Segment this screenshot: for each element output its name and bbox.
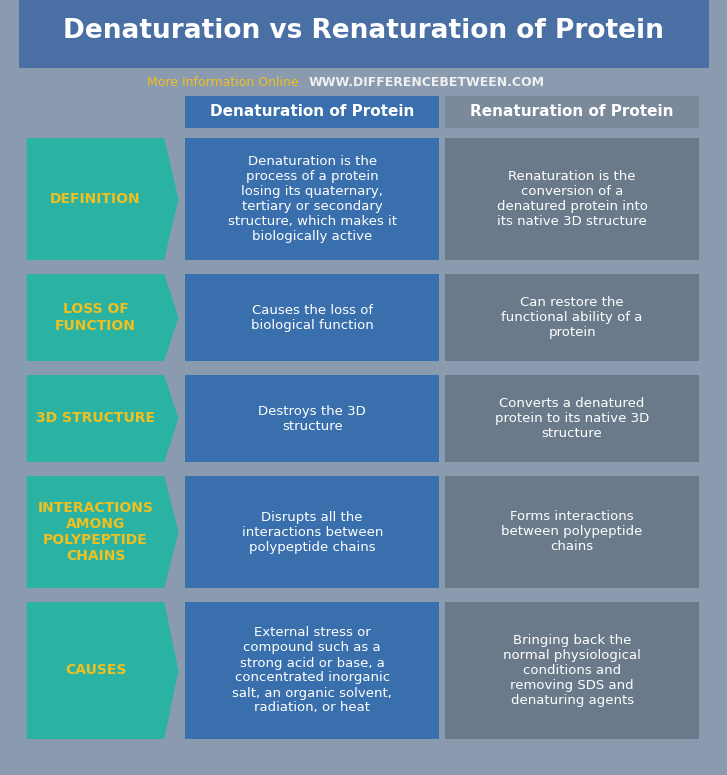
- FancyBboxPatch shape: [19, 0, 709, 68]
- FancyBboxPatch shape: [445, 602, 699, 739]
- Text: LOSS OF
FUNCTION: LOSS OF FUNCTION: [55, 302, 136, 332]
- Text: Renaturation is the
conversion of a
denatured protein into
its native 3D structu: Renaturation is the conversion of a dena…: [497, 170, 648, 228]
- Text: More Information Online: More Information Online: [148, 75, 299, 88]
- FancyBboxPatch shape: [445, 375, 699, 462]
- FancyBboxPatch shape: [445, 476, 699, 588]
- Text: Denaturation of Protein: Denaturation of Protein: [210, 105, 414, 119]
- Text: Denaturation vs Renaturation of Protein: Denaturation vs Renaturation of Protein: [63, 18, 664, 43]
- FancyBboxPatch shape: [185, 602, 439, 739]
- Text: Denaturation is the
process of a protein
losing its quaternary,
tertiary or seco: Denaturation is the process of a protein…: [228, 155, 397, 243]
- FancyBboxPatch shape: [185, 96, 439, 128]
- Text: Causes the loss of
biological function: Causes the loss of biological function: [251, 304, 374, 332]
- Polygon shape: [27, 375, 178, 462]
- Text: DEFINITION: DEFINITION: [50, 192, 141, 206]
- Polygon shape: [27, 274, 178, 361]
- FancyBboxPatch shape: [19, 598, 709, 743]
- Text: Renaturation of Protein: Renaturation of Protein: [470, 105, 674, 119]
- FancyBboxPatch shape: [185, 375, 439, 462]
- FancyBboxPatch shape: [19, 134, 709, 264]
- FancyBboxPatch shape: [19, 270, 709, 365]
- FancyBboxPatch shape: [445, 96, 699, 128]
- Text: CAUSES: CAUSES: [65, 663, 126, 677]
- Text: External stress or
compound such as a
strong acid or base, a
concentrated inorga: External stress or compound such as a st…: [232, 626, 392, 715]
- FancyBboxPatch shape: [19, 472, 709, 592]
- FancyBboxPatch shape: [445, 274, 699, 361]
- FancyBboxPatch shape: [19, 371, 709, 466]
- Polygon shape: [27, 476, 178, 588]
- FancyBboxPatch shape: [185, 476, 439, 588]
- FancyBboxPatch shape: [445, 138, 699, 260]
- FancyBboxPatch shape: [19, 68, 709, 96]
- Polygon shape: [27, 602, 178, 739]
- Text: Can restore the
functional ability of a
protein: Can restore the functional ability of a …: [502, 296, 643, 339]
- Text: 3D STRUCTURE: 3D STRUCTURE: [36, 412, 155, 425]
- FancyBboxPatch shape: [185, 274, 439, 361]
- Text: Disrupts all the
interactions between
polypeptide chains: Disrupts all the interactions between po…: [241, 511, 383, 553]
- Text: Destroys the 3D
structure: Destroys the 3D structure: [258, 405, 366, 432]
- Polygon shape: [27, 138, 178, 260]
- Text: WWW.DIFFERENCEBETWEEN.COM: WWW.DIFFERENCEBETWEEN.COM: [308, 75, 545, 88]
- Text: INTERACTIONS
AMONG
POLYPEPTIDE
CHAINS: INTERACTIONS AMONG POLYPEPTIDE CHAINS: [38, 501, 153, 563]
- Text: Converts a denatured
protein to its native 3D
structure: Converts a denatured protein to its nati…: [495, 397, 649, 440]
- Text: Bringing back the
normal physiological
conditions and
removing SDS and
denaturin: Bringing back the normal physiological c…: [503, 634, 641, 707]
- FancyBboxPatch shape: [185, 138, 439, 260]
- Text: Forms interactions
between polypeptide
chains: Forms interactions between polypeptide c…: [502, 511, 643, 553]
